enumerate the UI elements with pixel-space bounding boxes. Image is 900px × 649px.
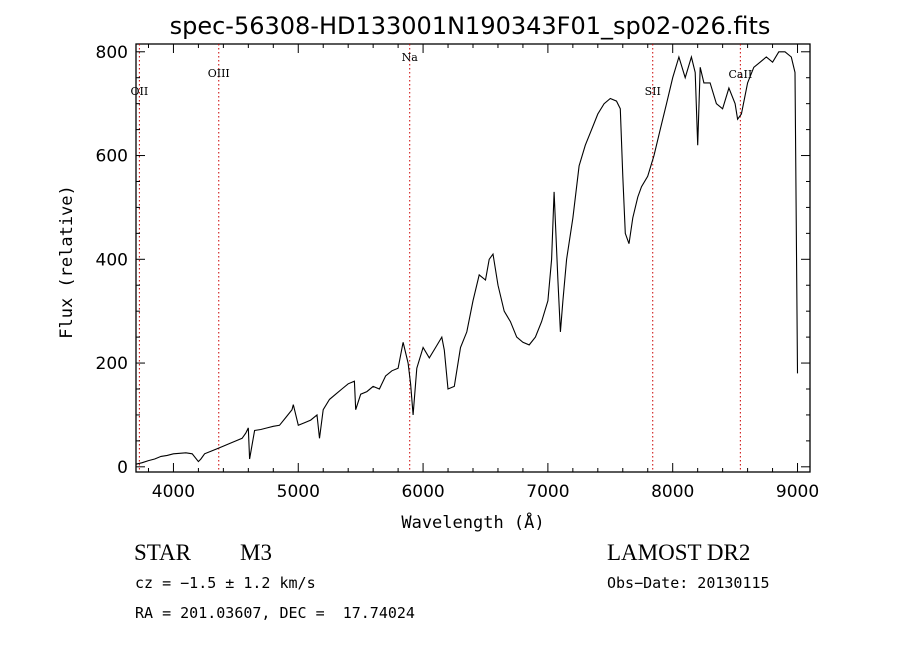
x-axis-label: Wavelength (Å)	[401, 511, 544, 533]
x-tick-label: 5000	[277, 482, 320, 502]
axis-ticks: 4000 5000 6000 7000 8000 9000 0 200 400 600 800	[96, 43, 820, 502]
y-tick-label: 600	[96, 147, 128, 167]
redshift-velocity: cz = −1.5 ± 1.2 km/s	[135, 574, 316, 592]
line-marker-label-oiii: OIII	[208, 67, 230, 80]
line-marker-label-na: Na	[402, 51, 419, 64]
x-tick-label: 8000	[651, 482, 694, 502]
emission-line-markers: OII OIII Na SII CaII	[131, 44, 753, 472]
spectrum-series-line	[135, 51, 799, 465]
x-tick-label: 9000	[776, 482, 819, 502]
line-marker-label-sii: SII	[645, 85, 661, 98]
object-class: STAR	[134, 540, 191, 565]
coordinates: RA = 201.03607, DEC = 17.74024	[135, 604, 415, 622]
plot-frame	[135, 43, 811, 473]
observation-date: Obs−Date: 20130115	[607, 574, 770, 592]
y-tick-label: 400	[96, 250, 128, 270]
x-tick-label: 4000	[152, 482, 195, 502]
x-tick-label: 7000	[526, 482, 569, 502]
y-tick-label: 800	[96, 43, 128, 63]
line-marker-label-oii: OII	[131, 85, 149, 98]
y-axis-label: Flux (relative)	[57, 185, 77, 339]
x-tick-label: 6000	[401, 482, 444, 502]
line-marker-label-caii: CaII	[729, 68, 753, 81]
y-tick-label: 200	[96, 354, 128, 374]
spectral-subclass: M3	[240, 540, 272, 565]
chart-title: spec-56308-HD133001N190343F01_sp02-026.f…	[170, 12, 771, 40]
y-tick-label: 0	[117, 458, 128, 478]
survey-name: LAMOST DR2	[607, 540, 751, 565]
